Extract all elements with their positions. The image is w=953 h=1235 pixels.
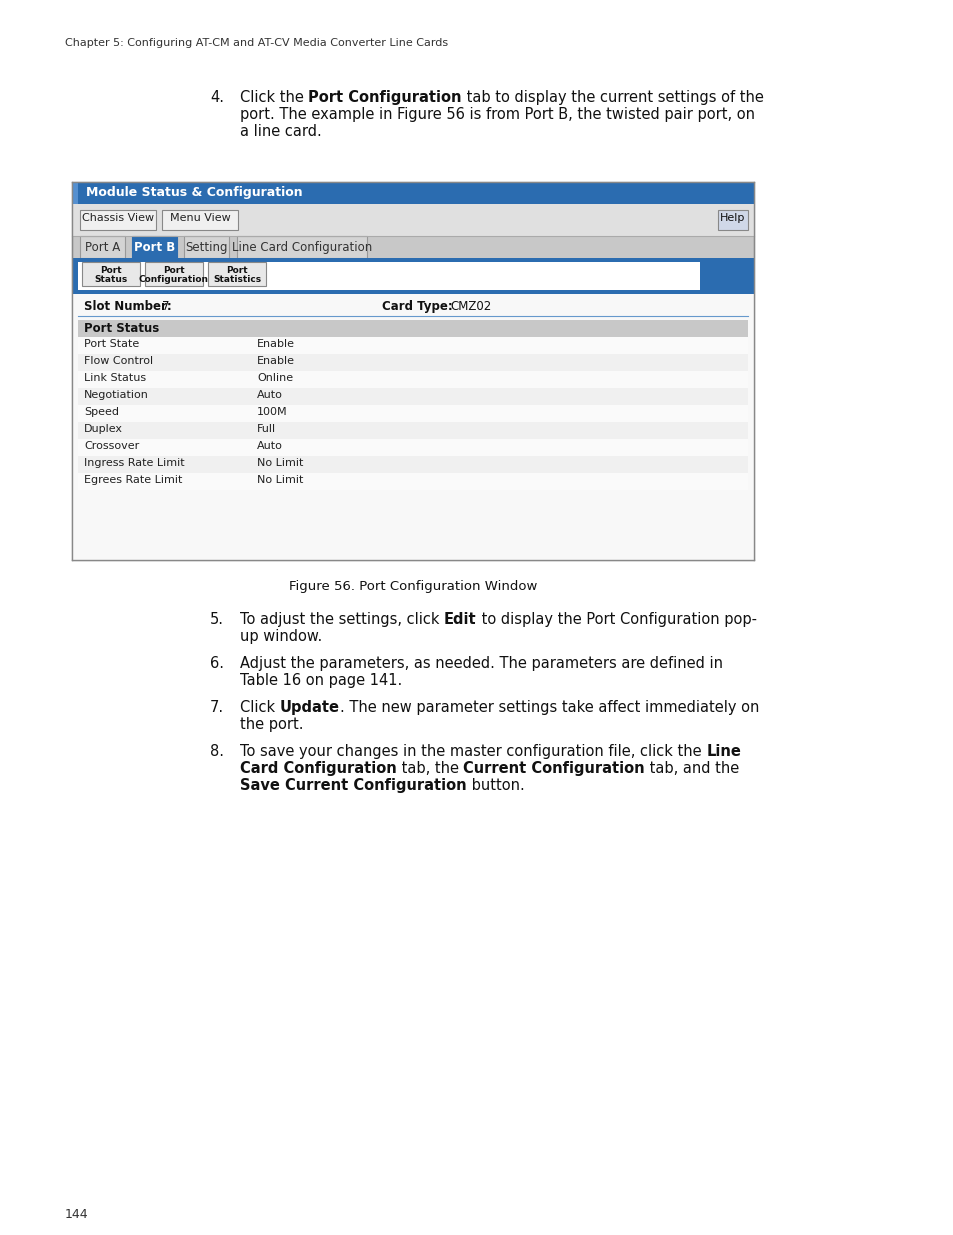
Text: To save your changes in the master configuration file, click the: To save your changes in the master confi… (240, 743, 705, 760)
FancyBboxPatch shape (208, 262, 266, 287)
Text: . The new parameter settings take affect immediately on: . The new parameter settings take affect… (339, 700, 759, 715)
Text: Edit: Edit (444, 613, 476, 627)
Bar (78, 422, 747, 438)
Bar (78, 456, 747, 473)
Text: Configuration: Configuration (139, 275, 209, 284)
Text: 6.: 6. (210, 656, 224, 671)
Bar (78, 262, 700, 290)
Text: 100M: 100M (256, 408, 287, 417)
Text: Statistics: Statistics (213, 275, 261, 284)
Text: Port Configuration: Port Configuration (308, 90, 461, 105)
Text: Full: Full (256, 424, 275, 433)
Text: Menu View: Menu View (170, 212, 230, 224)
Text: a line card.: a line card. (240, 124, 321, 140)
Text: 144: 144 (65, 1208, 89, 1221)
Text: 7: 7 (162, 300, 170, 312)
Text: Chassis View: Chassis View (82, 212, 153, 224)
Text: button.: button. (466, 778, 524, 793)
Text: 7.: 7. (210, 700, 224, 715)
Text: Ingress Rate Limit: Ingress Rate Limit (84, 458, 185, 468)
Polygon shape (699, 258, 753, 294)
Text: Click the: Click the (240, 90, 308, 105)
Text: No Limit: No Limit (256, 475, 303, 485)
Text: 8.: 8. (210, 743, 224, 760)
Text: Line: Line (705, 743, 740, 760)
Text: Save Current Configuration: Save Current Configuration (240, 778, 466, 793)
Bar (78, 438, 747, 456)
Text: Negotiation: Negotiation (84, 390, 149, 400)
Text: Card Configuration: Card Configuration (240, 761, 396, 776)
Text: tab, the: tab, the (396, 761, 463, 776)
Text: To adjust the settings, click: To adjust the settings, click (240, 613, 444, 627)
Bar (78, 337, 747, 354)
Bar (71, 258, 753, 294)
Text: Enable: Enable (256, 356, 294, 366)
Bar (132, 236, 177, 258)
Text: Speed: Speed (84, 408, 119, 417)
FancyBboxPatch shape (718, 210, 747, 230)
Text: Setting: Setting (185, 241, 228, 254)
Text: 4.: 4. (210, 90, 224, 105)
Text: Status: Status (94, 275, 128, 284)
Bar (78, 354, 747, 370)
Text: Egrees Rate Limit: Egrees Rate Limit (84, 475, 182, 485)
Text: Enable: Enable (256, 338, 294, 350)
Text: Duplex: Duplex (84, 424, 123, 433)
Text: Port State: Port State (84, 338, 139, 350)
Text: tab, and the: tab, and the (644, 761, 739, 776)
Text: to display the Port Configuration pop-: to display the Port Configuration pop- (476, 613, 756, 627)
Text: Port B: Port B (133, 241, 175, 254)
Text: Port: Port (100, 266, 122, 275)
Bar (71, 204, 753, 236)
Bar (80, 236, 125, 258)
Text: Card Type:: Card Type: (381, 300, 453, 312)
Text: Update: Update (279, 700, 339, 715)
FancyBboxPatch shape (162, 210, 237, 230)
Text: Module Status & Configuration: Module Status & Configuration (86, 186, 302, 199)
Bar (78, 370, 747, 388)
Text: port. The example in Figure 56 is from Port B, the twisted pair port, on: port. The example in Figure 56 is from P… (240, 107, 754, 122)
Text: Figure 56. Port Configuration Window: Figure 56. Port Configuration Window (289, 580, 537, 593)
Text: Adjust the parameters, as needed. The parameters are defined in: Adjust the parameters, as needed. The pa… (240, 656, 722, 671)
Text: Current Configuration: Current Configuration (463, 761, 644, 776)
Bar (184, 236, 229, 258)
Bar (78, 473, 747, 490)
Text: up window.: up window. (240, 629, 322, 643)
Text: Link Status: Link Status (84, 373, 146, 383)
Text: No Limit: No Limit (256, 458, 303, 468)
Text: Port: Port (163, 266, 185, 275)
Bar (71, 182, 78, 204)
FancyBboxPatch shape (145, 262, 203, 287)
Text: Line Card Configuration: Line Card Configuration (232, 241, 372, 254)
Bar (71, 294, 753, 559)
FancyBboxPatch shape (80, 210, 156, 230)
Bar (78, 388, 747, 405)
Text: Chapter 5: Configuring AT-CM and AT-CV Media Converter Line Cards: Chapter 5: Configuring AT-CM and AT-CV M… (65, 38, 448, 48)
Text: Port: Port (226, 266, 248, 275)
Bar (71, 182, 753, 204)
Bar (236, 236, 367, 258)
Text: the port.: the port. (240, 718, 303, 732)
Bar (71, 182, 753, 559)
Text: Auto: Auto (256, 390, 283, 400)
Text: Crossover: Crossover (84, 441, 139, 451)
Text: Port A: Port A (85, 241, 120, 254)
Text: Auto: Auto (256, 441, 283, 451)
Text: Slot Number:: Slot Number: (84, 300, 172, 312)
Bar (78, 320, 747, 337)
Text: Flow Control: Flow Control (84, 356, 153, 366)
Text: tab to display the current settings of the: tab to display the current settings of t… (461, 90, 763, 105)
Text: 5.: 5. (210, 613, 224, 627)
Text: CMZ02: CMZ02 (450, 300, 491, 312)
Text: Click: Click (240, 700, 279, 715)
Text: Port Status: Port Status (84, 322, 159, 335)
Text: Table 16 on page 141.: Table 16 on page 141. (240, 673, 402, 688)
FancyBboxPatch shape (82, 262, 140, 287)
Bar (78, 405, 747, 422)
Text: Online: Online (256, 373, 293, 383)
Text: Help: Help (720, 212, 745, 224)
